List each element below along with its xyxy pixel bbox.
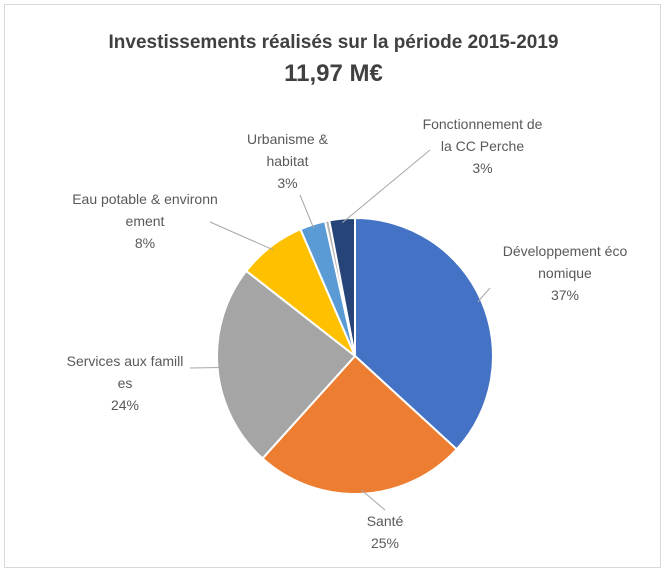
pie-slice (354, 216, 494, 451)
slice-label: Santé 25% (345, 510, 425, 554)
category-label: Urbanisme & habitat (247, 131, 328, 169)
slice-label: Services aux familles 24% (65, 350, 185, 416)
value-label: 24% (110, 397, 140, 413)
value-label: 25% (370, 535, 400, 551)
slice-label: Développement économique 37% (500, 240, 630, 306)
chart-title: Investissements réalisés sur la période … (108, 32, 559, 53)
leader-line (299, 194, 315, 229)
category-label: Santé (366, 513, 404, 529)
value-label: 37% (550, 287, 580, 303)
leader-line (477, 287, 491, 303)
chart-frame (4, 4, 661, 568)
value-label: 3% (277, 175, 298, 191)
category-label: Eau potable & environnement (72, 191, 218, 229)
value-label: 8% (134, 235, 156, 251)
leader-line (209, 221, 274, 251)
chart-subtitle: 11,97 M€ (284, 60, 383, 87)
value-label: 3% (472, 160, 493, 176)
pie-slice (328, 216, 356, 357)
leader-line (360, 489, 386, 511)
category-label: Fonctionnement de la CC Perche (422, 116, 543, 154)
category-label: Services aux familles (66, 353, 184, 391)
slice-label: Fonctionnement de la CC Perche 3% (420, 113, 545, 179)
leader-line (342, 149, 431, 223)
slice-label: Eau potable & environnement 8% (70, 188, 220, 254)
pie-slice (261, 354, 459, 495)
category-label: Développement économique (502, 243, 628, 281)
slice-label: Urbanisme & habitat 3% (245, 128, 330, 194)
